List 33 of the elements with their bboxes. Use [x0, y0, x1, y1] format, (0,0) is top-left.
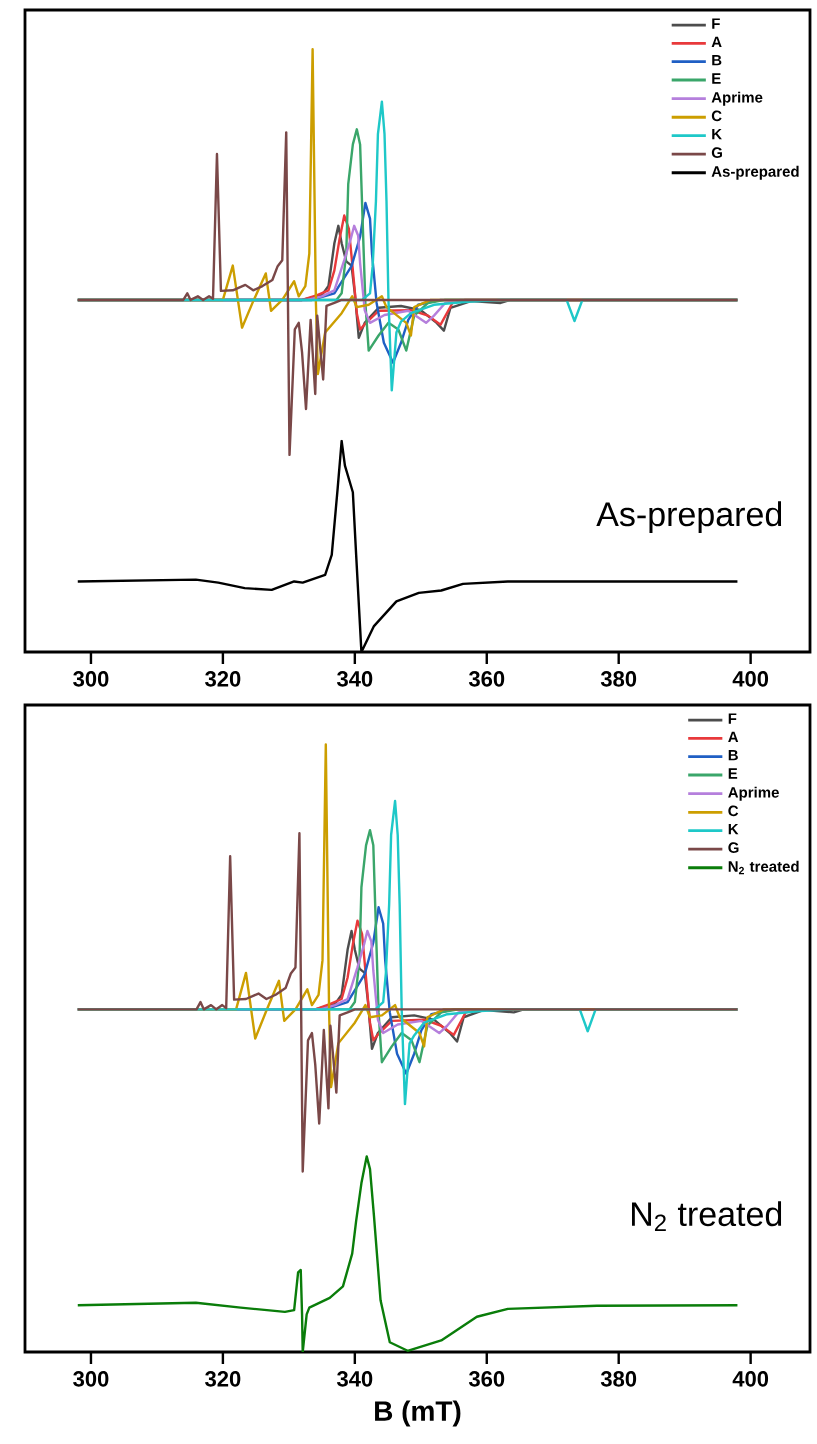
legend-label: E	[728, 768, 738, 779]
x-tick-label: 400	[732, 671, 769, 687]
legend-label: C	[728, 805, 739, 817]
x-axis-title: B (mT)	[375, 1400, 461, 1427]
annotation: As-prepared	[596, 501, 782, 534]
legend-label: Aprime	[711, 91, 763, 106]
legend-label: F	[712, 18, 720, 29]
x-tick-label: 320	[205, 671, 241, 687]
legend-label: K	[728, 824, 739, 835]
legend-label: E	[712, 73, 721, 84]
legend-label: A	[711, 36, 722, 48]
x-tick-label: 340	[336, 1371, 373, 1387]
legend-label: N$_{2}$ treated	[728, 860, 799, 875]
x-tick-label: 360	[468, 1371, 505, 1387]
legend-label: G	[711, 147, 722, 158]
x-tick-label: 300	[73, 1371, 109, 1387]
legend-label: B	[712, 55, 722, 66]
legend-label: C	[711, 110, 722, 122]
x-tick-label: 380	[600, 1371, 637, 1387]
x-tick-label: 320	[205, 1371, 241, 1387]
legend-label: B	[728, 750, 738, 761]
x-tick-label: 400	[732, 1371, 769, 1387]
legend-label: As-prepared	[711, 165, 799, 180]
x-tick-label: 340	[336, 671, 373, 687]
legend-label: G	[728, 842, 739, 853]
annotation: N$_{2}$ treated	[632, 1201, 782, 1232]
legend-label: K	[712, 129, 722, 140]
x-tick-label: 360	[468, 671, 505, 687]
legend-label: A	[728, 731, 739, 743]
legend-label: F	[728, 713, 737, 724]
legend-label: Aprime	[728, 786, 779, 801]
x-tick-label: 300	[73, 671, 109, 687]
x-tick-label: 380	[600, 671, 637, 687]
